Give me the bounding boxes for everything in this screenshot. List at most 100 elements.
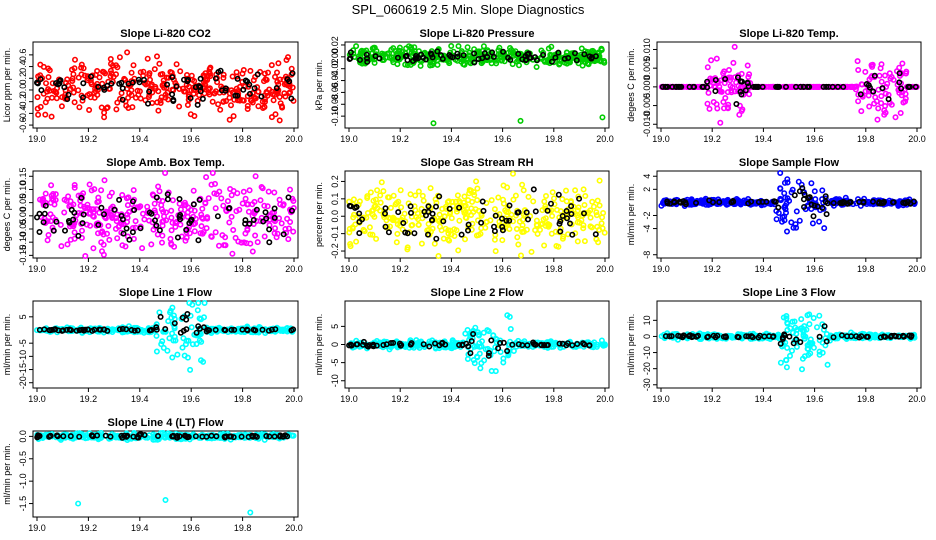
x-tick-label: 19.0	[340, 134, 358, 144]
x-tick-label: 19.2	[703, 394, 721, 404]
point-selected	[411, 230, 418, 237]
point-selected	[188, 216, 195, 223]
x-tick-label: 20.0	[285, 523, 303, 533]
point-all	[79, 227, 86, 234]
x-tick-label: 19.0	[28, 523, 46, 533]
point-all	[160, 344, 167, 351]
point-selected	[394, 54, 401, 61]
point-all	[220, 202, 227, 209]
y-tick-label: -0.05	[18, 219, 28, 240]
point-all	[230, 113, 237, 120]
x-tick-label: 19.4	[755, 264, 773, 274]
y-axis-label: Licor ppm per min.	[2, 48, 12, 123]
y-tick-label: -2	[642, 211, 652, 219]
point-selected	[137, 225, 144, 232]
point-all	[492, 368, 499, 375]
point-all	[158, 202, 165, 209]
point-selected	[822, 193, 829, 200]
point-all	[156, 60, 163, 67]
point-selected	[347, 55, 354, 62]
point-all	[746, 71, 753, 78]
point-selected	[491, 228, 498, 235]
plot-frame	[656, 41, 922, 129]
point-selected	[777, 340, 784, 347]
point-selected	[222, 85, 229, 92]
point-all	[285, 225, 292, 232]
point-all	[169, 197, 176, 204]
point-selected	[792, 83, 799, 90]
data-points	[34, 429, 297, 516]
point-selected	[271, 214, 278, 221]
point-all	[156, 188, 163, 195]
point-all	[394, 230, 401, 237]
point-all	[587, 214, 594, 221]
point-all	[288, 65, 295, 72]
point-all	[708, 57, 715, 64]
point-all	[106, 236, 113, 243]
point-all	[713, 101, 720, 108]
point-selected	[781, 331, 788, 338]
point-selected	[659, 83, 666, 90]
point-all	[745, 74, 752, 81]
point-selected	[565, 54, 572, 61]
point-all	[174, 351, 181, 358]
point-selected	[61, 84, 68, 91]
point-all	[509, 61, 516, 68]
point-selected	[98, 204, 105, 211]
point-selected	[743, 333, 750, 340]
point-selected	[748, 333, 755, 340]
plot-frame	[344, 170, 610, 259]
point-selected	[677, 199, 684, 206]
point-all	[148, 81, 155, 88]
point-selected	[288, 95, 295, 102]
point-selected	[91, 326, 98, 333]
point-all	[594, 197, 601, 204]
y-tick-label: 0.0	[18, 430, 28, 443]
point-selected	[426, 343, 433, 350]
point-all	[71, 65, 78, 72]
point-selected	[190, 201, 197, 208]
point-selected	[722, 76, 729, 83]
panel-ambbox: Slope Amb. Box Temp. 19.0 19.2 19.4 19.6 19.8…	[2, 157, 303, 274]
point-selected	[356, 218, 363, 225]
point-all	[858, 81, 865, 88]
point-all	[813, 324, 820, 331]
point-selected	[454, 50, 461, 57]
point-all	[572, 187, 579, 194]
point-all	[557, 208, 564, 215]
point-selected	[222, 327, 229, 334]
point-all	[462, 209, 469, 216]
point-all	[488, 197, 495, 204]
point-all	[257, 197, 264, 204]
point-outlier	[430, 120, 437, 127]
point-all	[434, 61, 441, 68]
point-selected	[569, 231, 576, 238]
point-all	[151, 200, 158, 207]
point-selected	[119, 434, 126, 441]
point-all	[252, 232, 259, 239]
point-all	[515, 241, 522, 248]
point-selected	[266, 226, 273, 233]
point-selected	[234, 92, 241, 99]
data-points	[33, 49, 297, 124]
point-all	[42, 80, 49, 87]
point-all	[81, 203, 88, 210]
point-all	[387, 204, 394, 211]
point-all	[152, 85, 159, 92]
point-selected	[830, 200, 837, 207]
point-selected	[153, 222, 160, 229]
point-all	[519, 229, 526, 236]
point-selected	[673, 83, 680, 90]
panel-title: Slope Gas Stream RH	[420, 157, 533, 169]
point-all	[349, 225, 356, 232]
point-all	[67, 236, 74, 243]
point-selected	[288, 327, 295, 334]
point-all	[276, 117, 283, 124]
point-all	[99, 228, 106, 235]
panel-title: Slope Li-820 CO2	[120, 28, 210, 40]
point-all	[346, 225, 353, 232]
y-tick-label: 0.00	[18, 207, 28, 225]
point-all	[202, 81, 209, 88]
point-all	[371, 59, 378, 66]
point-selected	[271, 205, 278, 212]
